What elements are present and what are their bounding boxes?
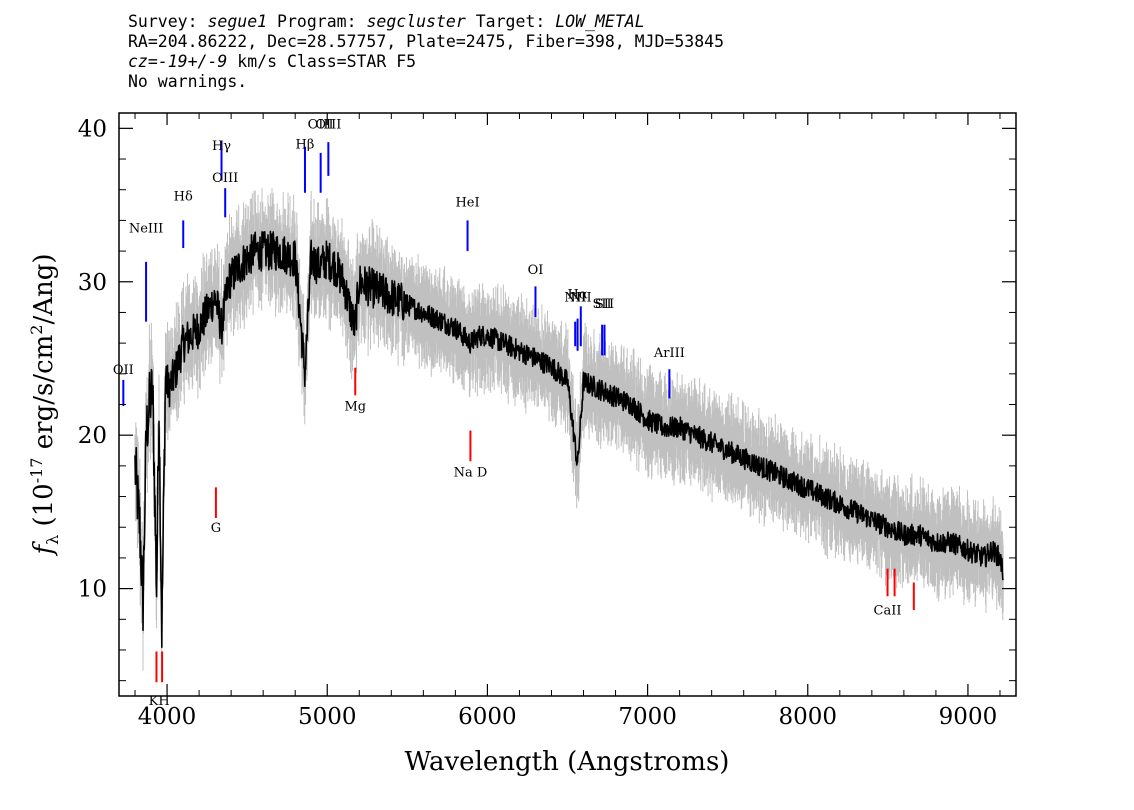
absorption-line-label: Na D: [454, 466, 488, 481]
emission-line-label: SII: [595, 297, 614, 312]
y-tick-label: 20: [78, 423, 107, 449]
spectrum-header: Survey: segue1 Program: segcluster Targe…: [128, 12, 724, 92]
emission-line-label: Hδ: [174, 189, 193, 204]
header-line-4: No warnings.: [128, 72, 248, 91]
program-label: Program:: [277, 12, 357, 31]
target-value: LOW_METAL: [555, 12, 645, 31]
x-tick-label: 9000: [939, 704, 998, 730]
emission-line-label: OII: [113, 363, 134, 378]
emission-line-label: Hα: [568, 288, 588, 303]
y-tick-label: 30: [78, 270, 107, 296]
y-tick-label: 10: [78, 577, 107, 603]
header-line-2: RA=204.86222, Dec=28.57757, Plate=2475, …: [128, 32, 725, 51]
emission-line-label: OIII: [212, 171, 238, 186]
y-tick-label: 40: [78, 116, 107, 142]
emission-line-label: NII: [564, 291, 586, 306]
header-line-1: Survey: segue1 Program: segcluster Targe…: [128, 12, 724, 32]
x-tick-label: 6000: [458, 704, 517, 730]
absorption-line-label: Mg: [344, 400, 366, 415]
x-tick-label: 5000: [298, 704, 357, 730]
y-axis-title: fλ (10-17 erg/s/cm2/Ang): [27, 253, 62, 556]
emission-line-label: Hβ: [296, 137, 315, 152]
cz-label: cz=: [128, 52, 158, 71]
x-tick-label: 8000: [778, 704, 837, 730]
target-label: Target:: [475, 12, 546, 31]
survey-value: segue1: [207, 12, 268, 31]
absorption-line-label: G: [211, 521, 221, 536]
emission-line-label: ArIII: [653, 346, 685, 361]
axis-ticks: 4000 5000 6000 7000 8000 9000 10 20 30 40: [78, 113, 1016, 730]
emission-line-label: OI: [528, 263, 544, 278]
spectrum-line: [134, 230, 1004, 649]
absorption-line-label: CaII: [874, 604, 902, 619]
spectrum-layer: [134, 230, 1004, 649]
header-line-3: cz=-19+/-9 km/s Class=STAR F5: [128, 52, 724, 72]
survey-label: Survey:: [128, 12, 198, 31]
cz-unit-class: km/s Class=STAR F5: [227, 52, 417, 71]
emission-line-label: OIII: [315, 117, 341, 132]
emission-line-label: NeIII: [129, 222, 163, 237]
emission-line-label: Hγ: [212, 139, 231, 154]
x-tick-label: 7000: [618, 704, 677, 730]
emission-line-label: SII: [593, 297, 612, 312]
absorption-line-label: KH: [149, 694, 170, 709]
emission-line-label: NII: [570, 291, 592, 306]
x-tick-label: 4000: [138, 704, 197, 730]
emission-line-label: HeI: [455, 196, 479, 211]
cz-value: -19+/-9: [157, 52, 228, 71]
x-axis-title: Wavelength (Angstroms): [405, 747, 730, 777]
program-value: segcluster: [366, 12, 466, 31]
